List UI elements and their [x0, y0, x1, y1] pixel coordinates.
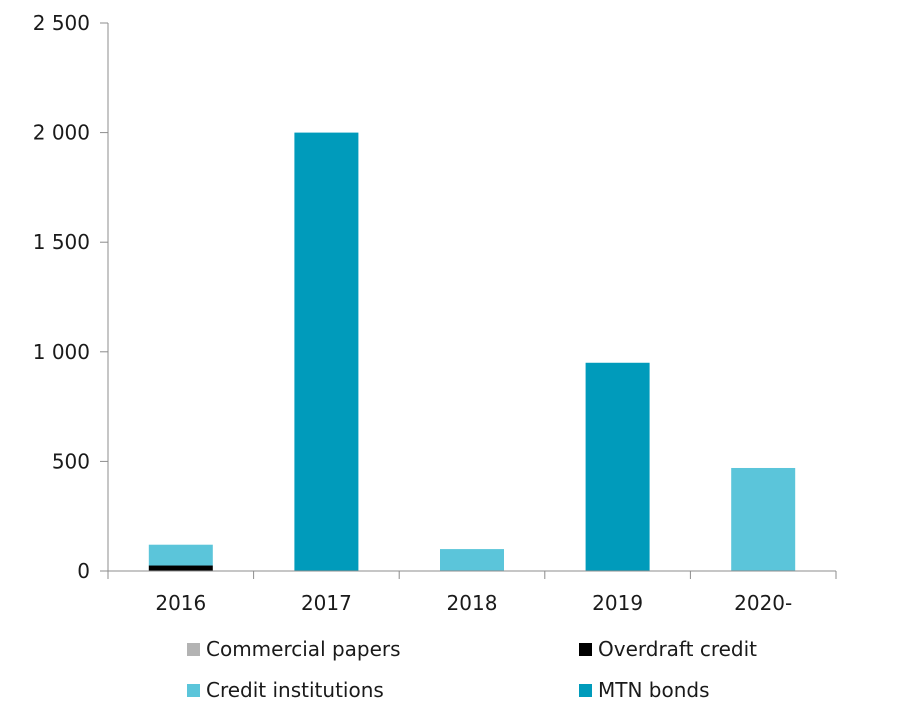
x-tick-label: 2019 — [592, 591, 643, 615]
legend: Commercial papers Overdraft credit Credit … — [187, 637, 757, 702]
bars-layer — [148, 132, 796, 571]
x-tick-label: 2018 — [447, 591, 498, 615]
y-tick-label: 2 000 — [33, 121, 90, 145]
x-tick-label: 2020- — [734, 591, 792, 615]
bar-credit-institutions-2016 — [148, 544, 213, 566]
x-tick-label: 2017 — [301, 591, 352, 615]
y-tick-label: 500 — [52, 449, 90, 473]
y-tick-label: 1 500 — [33, 230, 90, 254]
bar-credit-institutions-2018 — [440, 549, 504, 571]
y-tick-label: 1 000 — [33, 340, 90, 364]
bar-mtn-bonds-2019 — [585, 362, 650, 571]
legend-swatch-overdraft-credit — [579, 643, 592, 656]
bar-credit-institutions-2020 — [731, 467, 796, 571]
x-tick-label: 2016 — [155, 591, 206, 615]
legend-swatch-credit-institutions — [187, 684, 200, 697]
y-tick-label: 2 500 — [33, 11, 90, 35]
y-tick-label: 0 — [77, 559, 90, 583]
axes-layer: 0 500 1 000 1 500 2 000 2 500 2016 2017 2018 2019… — [33, 11, 837, 615]
legend-label-overdraft-credit: Overdraft credit — [598, 637, 757, 661]
legend-swatch-mtn-bonds — [579, 684, 592, 697]
legend-swatch-commercial-papers — [187, 643, 200, 656]
legend-label-commercial-papers: Commercial papers — [206, 637, 401, 661]
legend-label-credit-institutions: Credit institutions — [206, 678, 384, 702]
bar-mtn-bonds-2017 — [294, 132, 359, 571]
legend-label-mtn-bonds: MTN bonds — [598, 678, 710, 702]
bar-overdraft-credit-2016 — [148, 565, 213, 571]
